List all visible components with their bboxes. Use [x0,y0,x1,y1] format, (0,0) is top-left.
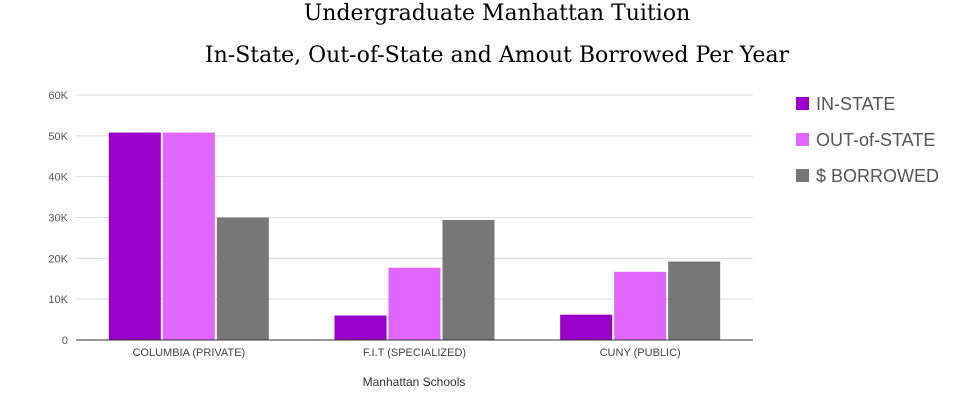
y-axis-ticks: 0 10K 20K 30K 40K 50K 60K [48,90,68,347]
bars [108,132,721,340]
bar-in-state-2 [560,314,613,340]
legend: IN-STATE OUT-of-STATE $ BORROWED [796,94,939,186]
bar-borrowed-1 [442,219,495,340]
bar-in-state-0 [108,132,161,340]
bar-borrowed-2 [668,261,721,340]
bar-in-state-1 [334,315,387,340]
legend-swatch [796,169,809,182]
legend-label: $ BORROWED [816,166,939,186]
x-axis-categories: COLUMBIA (PRIVATE) F.I.T (SPECIALIZED) CUN… [132,347,680,359]
bar-borrowed-0 [216,217,269,340]
bar-out-of-state-1 [388,267,441,340]
x-category-label: COLUMBIA (PRIVATE) [132,347,245,359]
y-tick-label: 60K [48,90,68,102]
chart-subtitle: In-State, Out-of-State and Amout Borrowe… [205,43,790,68]
bar-out-of-state-2 [614,271,667,340]
chart-title: Undergraduate Manhattan Tuition [304,1,691,26]
legend-swatch [796,97,809,110]
x-axis-title: Manhattan Schools [363,375,466,389]
y-tick-label: 20K [48,253,68,265]
y-tick-label: 30K [48,213,68,225]
y-tick-label: 50K [48,131,68,143]
y-tick-label: 40K [48,172,68,184]
y-tick-label: 10K [48,294,68,306]
x-category-label: CUNY (PUBLIC) [600,347,681,359]
x-category-label: F.I.T (SPECIALIZED) [363,347,466,359]
legend-label: OUT-of-STATE [816,130,935,150]
legend-swatch [796,133,809,146]
y-tick-label: 0 [62,335,68,347]
legend-label: IN-STATE [816,94,895,114]
bar-out-of-state-0 [162,132,215,340]
